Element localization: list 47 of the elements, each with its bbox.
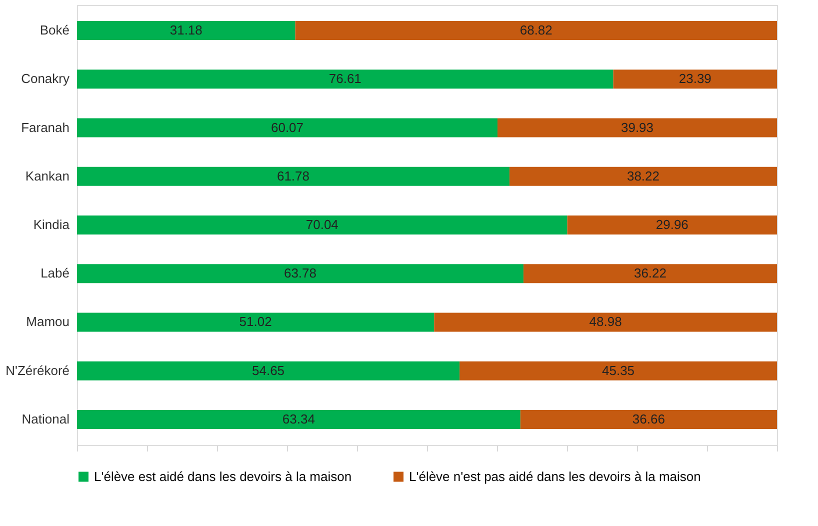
bar (77, 21, 296, 40)
data-label: 70.04 (306, 217, 338, 232)
data-label: 68.82 (520, 22, 552, 38)
data-label: 54.65 (252, 362, 285, 378)
bar (77, 118, 498, 138)
data-label: 36.22 (634, 266, 667, 281)
bar (77, 410, 520, 429)
data-label: 63.78 (284, 266, 317, 281)
data-label: 61.78 (276, 168, 310, 184)
y-tick-label: Conakry (21, 71, 70, 86)
data-label: 63.34 (282, 411, 315, 426)
y-tick-label: National (22, 411, 70, 426)
data-label: 31.18 (170, 22, 202, 38)
legend-label: L'élève n'est pas aidé dans les devoirs à la maison (409, 468, 701, 484)
data-label: 38.22 (626, 168, 660, 184)
y-tick-label: Faranah (21, 120, 70, 135)
bar (460, 361, 777, 380)
y-tick-label: Labé (40, 266, 70, 281)
bar (520, 410, 777, 429)
data-label: 76.61 (328, 71, 362, 86)
y-tick-label: Kindia (33, 217, 70, 232)
bar (567, 216, 777, 234)
data-label: 45.35 (602, 362, 635, 378)
data-label: 60.07 (270, 120, 304, 135)
bar (77, 264, 524, 284)
y-tick-label: Mamou (26, 314, 70, 330)
bar (509, 166, 777, 186)
legend-label: L'élève est aidé dans les devoirs à la maison (94, 468, 352, 484)
data-label: 48.98 (589, 314, 622, 330)
data-label: 39.93 (620, 120, 654, 135)
y-tick-label: Boké (40, 22, 70, 38)
bar (77, 70, 614, 89)
data-label: 29.96 (656, 217, 688, 232)
bar (77, 166, 510, 186)
data-label: 23.39 (678, 71, 712, 86)
y-tick-label: N'Zérékoré (6, 362, 70, 378)
bar (77, 361, 460, 380)
y-tick-label: Kankan (25, 168, 70, 184)
bar (613, 70, 777, 89)
bar (295, 21, 777, 40)
bar (497, 118, 777, 138)
bar (434, 312, 777, 332)
bar (77, 216, 568, 234)
data-label: 36.66 (632, 411, 665, 426)
bar (77, 312, 434, 332)
bar (523, 264, 777, 284)
data-label: 51.02 (239, 314, 272, 330)
